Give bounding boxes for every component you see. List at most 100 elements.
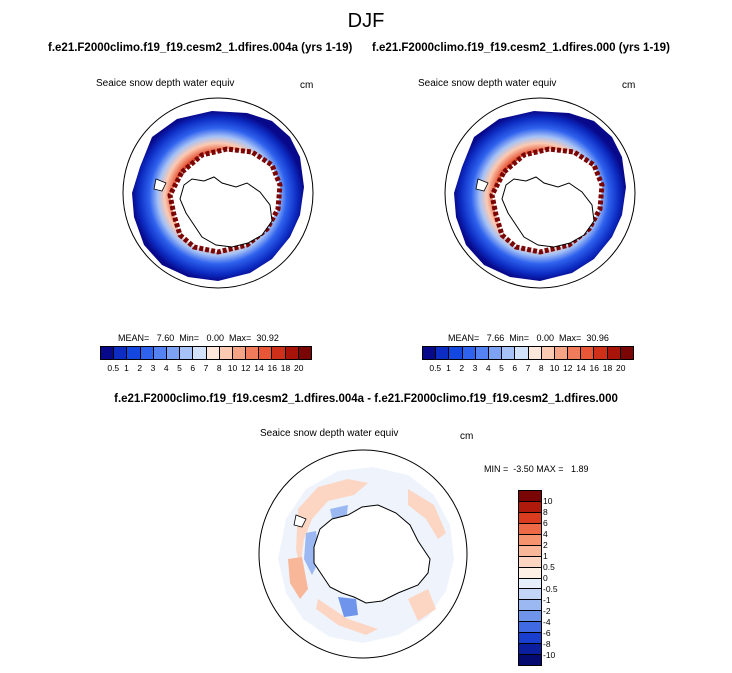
diff-colorbar-swatch (519, 491, 541, 502)
panel-b-colorbar-label: 10 (549, 363, 560, 373)
panel-a-colorbar-label: 3 (150, 363, 156, 373)
panel-b-map (444, 97, 636, 289)
diff-colorbar-swatch (519, 567, 541, 579)
panel-b-colorbar-swatch (594, 347, 608, 359)
panel-b-colorbar-label: 8 (538, 363, 544, 373)
panel-b-colorbar-swatch (568, 347, 582, 359)
panel-a-colorbar-swatch (114, 347, 128, 359)
diff-colorbar-swatch (519, 644, 541, 656)
panel-a-colorbar-swatch (246, 347, 260, 359)
panel-b-colorbar-label: 1 (446, 363, 451, 373)
panel-a-colorbar-swatch (127, 347, 141, 359)
panel-a-colorbar-swatch (219, 347, 233, 359)
panel-b-units-label: cm (622, 80, 636, 91)
panel-b-colorbar-swatch (488, 347, 503, 359)
panel-a-colorbar-swatch (166, 347, 181, 359)
panel-b-colorbar (422, 346, 634, 360)
diff-units-label: cm (460, 431, 474, 442)
season-title: DJF (347, 10, 385, 32)
diff-colorbar-swatch (519, 622, 541, 634)
panel-a-colorbar-label: 0.5 (107, 363, 120, 373)
panel-a-colorbar-label: 7 (203, 363, 209, 373)
diff-colorbar-swatch (519, 556, 541, 568)
diff-colorbar-label: -0.5 (543, 584, 558, 594)
panel-b-colorbar-label: 20 (616, 363, 626, 373)
diff-colorbar-label: -2 (543, 606, 551, 616)
diff-colorbar-swatch (519, 600, 541, 612)
panel-a-colorbar-swatch (140, 347, 154, 359)
panel-a-colorbar-swatch (193, 347, 207, 359)
panel-a-colorbar-swatch (285, 347, 299, 359)
panel-a-variable-label: Seaice snow depth water equiv (96, 78, 235, 89)
diff-colorbar-swatch (519, 633, 541, 645)
diff-colorbar-label: 8 (543, 507, 548, 517)
panel-b-colorbar-swatch (449, 347, 463, 359)
diff-colorbar-label: 2 (543, 540, 548, 550)
panel-b-variable-label: Seaice snow depth water equiv (418, 78, 557, 89)
diff-colorbar-swatch (519, 512, 541, 524)
case-a-title: f.e21.F2000climo.f19_f19.cesm2_1.dfires.… (48, 42, 353, 54)
panel-b-colorbar-swatch (436, 347, 450, 359)
diff-colorbar-label: -1 (543, 595, 551, 605)
diff-colorbar-label: 4 (543, 529, 548, 539)
panel-a-units-label: cm (300, 80, 314, 91)
panel-a-colorbar-label: 4 (163, 363, 169, 373)
panel-b-colorbar-label: 3 (472, 363, 478, 373)
panel-b-colorbar-swatch (515, 347, 529, 359)
diff-colorbar-label: 1 (543, 551, 548, 561)
panel-b-colorbar-label: 4 (485, 363, 491, 373)
panel-a-colorbar-swatch (298, 347, 311, 359)
panel-b-colorbar-labels: 0.5 1 2 3 4 5 6 7 8 10 12 14 16 18 20 (422, 363, 634, 375)
panel-b-colorbar-swatch (528, 347, 542, 359)
panel-a-colorbar-label: 16 (267, 363, 277, 373)
panel-b-colorbar-swatch (620, 347, 633, 359)
panel-a-map (122, 97, 314, 289)
panel-b-colorbar-swatch (502, 347, 516, 359)
panel-a-colorbar-swatch (232, 347, 247, 359)
panel-a-colorbar (100, 346, 312, 360)
diff-title: f.e21.F2000climo.f19_f19.cesm2_1.dfires.… (114, 393, 618, 405)
panel-a-colorbar-label: 10 (227, 363, 238, 373)
panel-a-colorbar-swatch (180, 347, 194, 359)
diff-stats: MIN = -3.50 MAX = 1.89 (484, 464, 589, 474)
panel-b-colorbar-swatch (475, 347, 489, 359)
diff-colorbar-swatch (519, 589, 541, 601)
panel-b-colorbar-label: 12 (563, 363, 573, 373)
panel-a-colorbar-swatch (101, 347, 115, 359)
panel-a-colorbar-labels: 0.5 1 2 3 4 5 6 7 8 10 12 14 16 18 20 (100, 363, 312, 375)
diff-colorbar-swatch (519, 611, 541, 623)
diff-colorbar-label: -6 (543, 628, 551, 638)
panel-b-colorbar-swatch (423, 347, 437, 359)
panel-b-colorbar-swatch (607, 347, 621, 359)
panel-b-colorbar-label: 5 (499, 363, 504, 373)
panel-a-colorbar-label: 14 (254, 363, 264, 373)
panel-b-stats: MEAN= 7.66 Min= 0.00 Max= 30.96 (448, 333, 609, 343)
diff-colorbar-swatch (519, 501, 541, 513)
panel-a-stats: MEAN= 7.60 Min= 0.00 Max= 30.92 (118, 333, 279, 343)
panel-b-colorbar-swatch (541, 347, 555, 359)
diff-colorbar-swatch (519, 534, 541, 546)
panel-b-colorbar-label: 16 (589, 363, 599, 373)
case-b-title: f.e21.F2000climo.f19_f19.cesm2_1.dfires.… (372, 42, 670, 54)
panel-a-colorbar-swatch (206, 347, 220, 359)
diff-colorbar-swatch (519, 578, 541, 590)
diff-map (258, 449, 468, 659)
diff-colorbar-swatch (519, 545, 541, 557)
panel-a-colorbar-label: 5 (177, 363, 182, 373)
panel-b-colorbar-label: 7 (525, 363, 531, 373)
diff-colorbar-swatch (519, 655, 541, 665)
panel-a-colorbar-swatch (153, 347, 167, 359)
panel-b-colorbar-label: 2 (459, 363, 465, 373)
diff-colorbar-label: 6 (543, 518, 548, 528)
diff-colorbar-label: -4 (543, 617, 551, 627)
panel-b-colorbar-swatch (554, 347, 569, 359)
panel-a-colorbar-swatch (272, 347, 286, 359)
panel-b-colorbar-label: 6 (512, 363, 518, 373)
panel-a-colorbar-swatch (259, 347, 273, 359)
panel-b-colorbar-swatch (581, 347, 595, 359)
panel-a-colorbar-label: 8 (216, 363, 222, 373)
panel-b-colorbar-label: 18 (602, 363, 613, 373)
diff-colorbar-label: 0.5 (543, 562, 555, 572)
diff-colorbar-labels: 10 8 6 4 2 1 0.5 0 -0.5 -1 -2 -4 -6 -8 -10 (543, 490, 573, 666)
panel-b-colorbar-swatch (462, 347, 476, 359)
